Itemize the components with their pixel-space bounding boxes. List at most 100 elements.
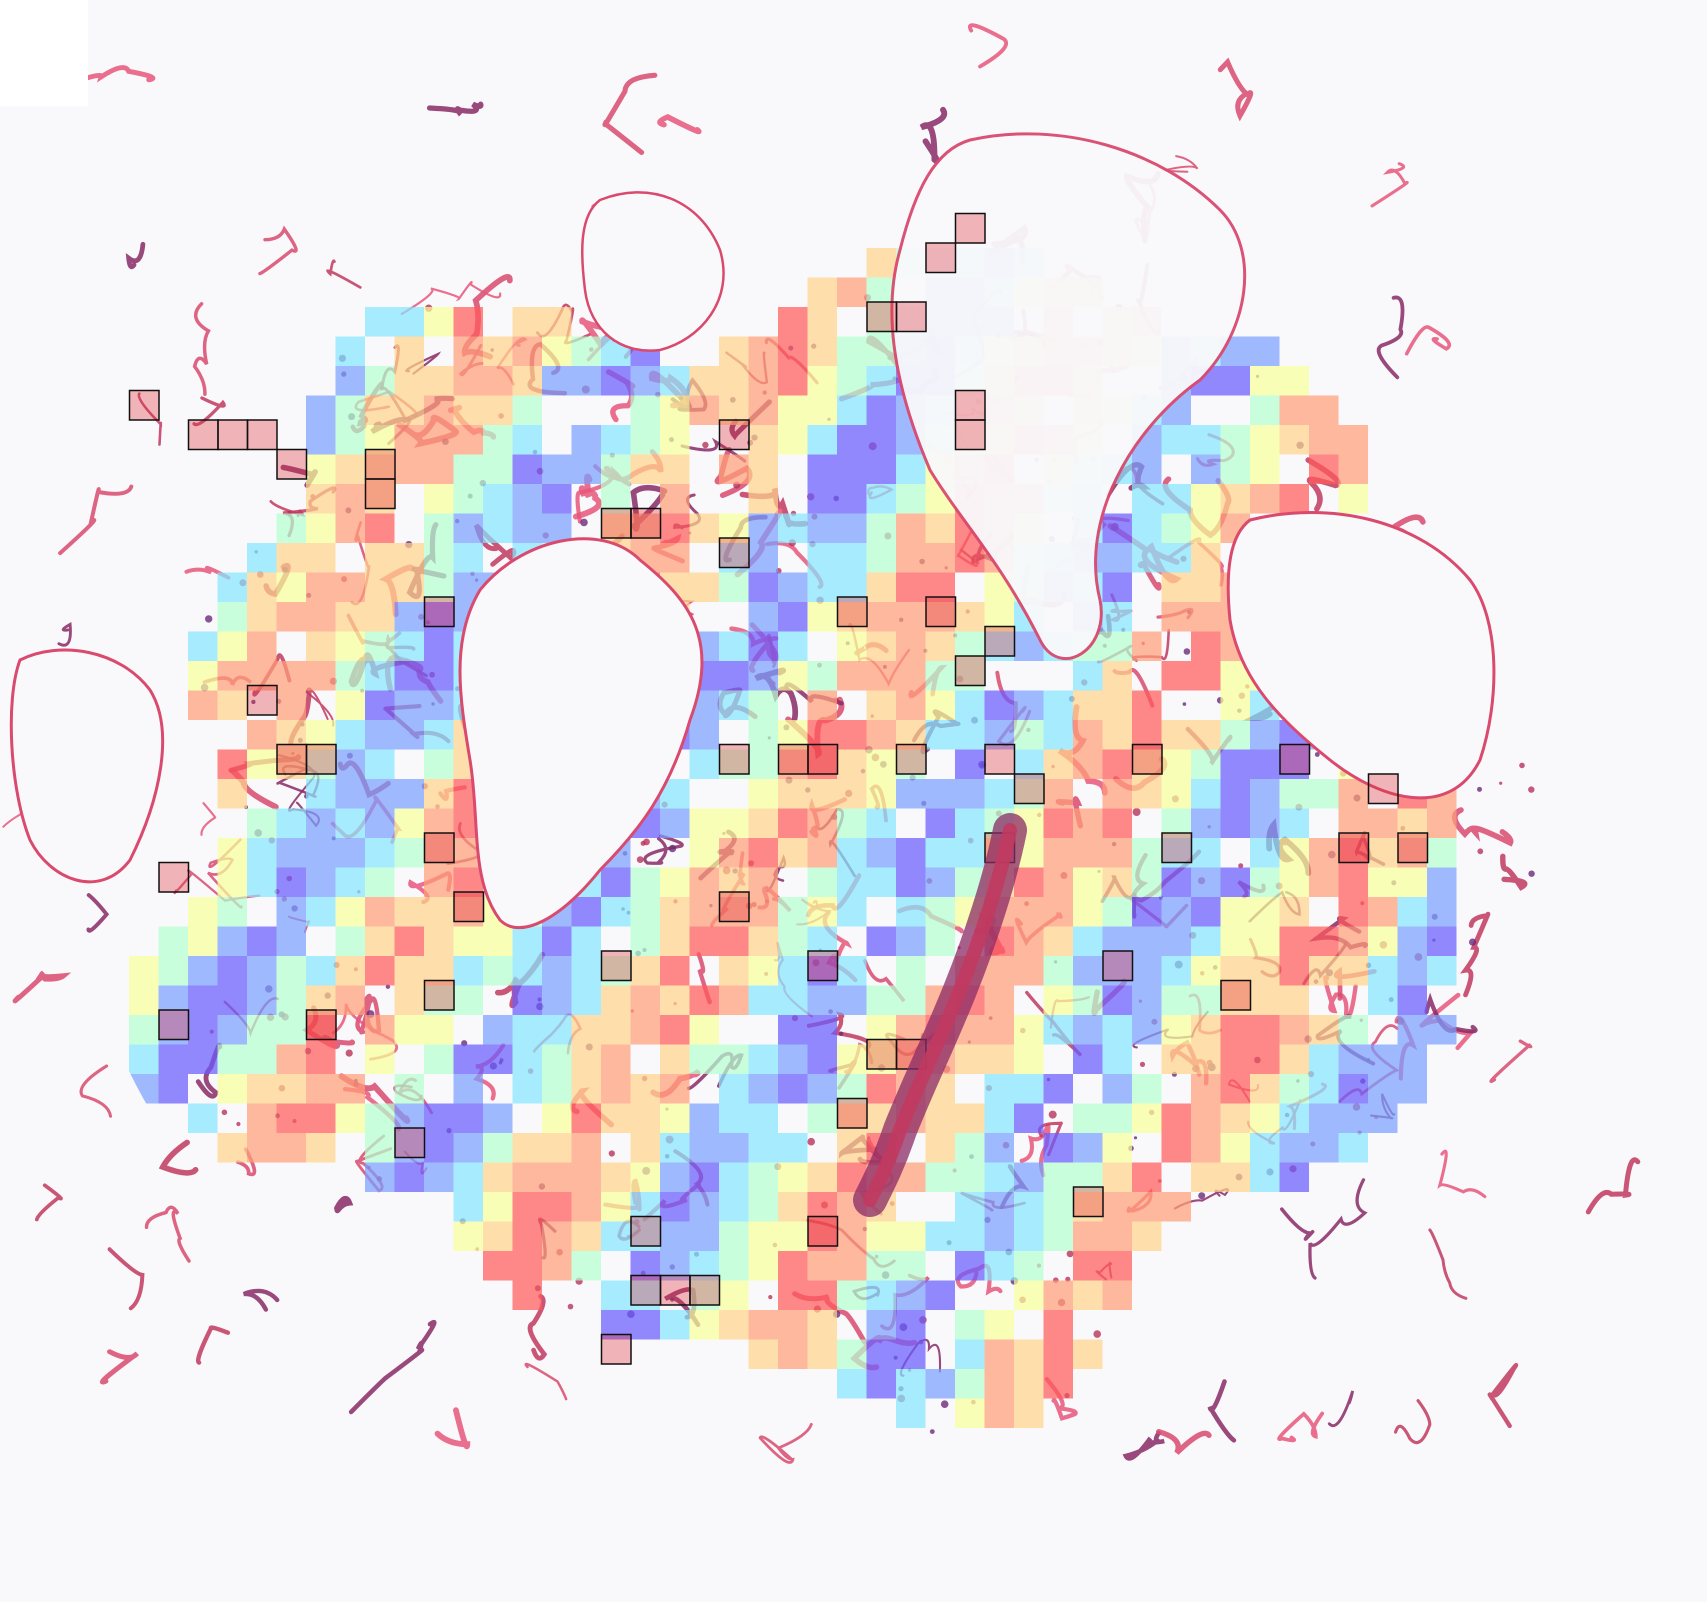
heatmap-patch — [335, 720, 365, 750]
cell-nucleus — [221, 1109, 228, 1116]
heatmap-patch — [1043, 1221, 1073, 1251]
cell-nucleus — [608, 1150, 615, 1157]
heatmap-patch — [1191, 956, 1221, 986]
heatmap-patch — [689, 867, 719, 897]
heatmap-patch — [1250, 425, 1280, 455]
heatmap-patch — [748, 1221, 778, 1251]
highlighted-patch — [217, 419, 249, 451]
heatmap-patch — [807, 1044, 837, 1074]
tissue-strand — [107, 1247, 145, 1311]
heatmap-patch — [1043, 1339, 1073, 1369]
heatmap-patch — [807, 897, 837, 927]
heatmap-patch — [955, 808, 985, 838]
tissue-strand — [400, 280, 502, 316]
cell-nucleus — [1132, 808, 1141, 816]
heatmap-patch — [955, 720, 985, 750]
heatmap-patch — [1073, 661, 1103, 691]
heatmap-patch — [1161, 661, 1191, 691]
heatmap-patch — [129, 1015, 159, 1045]
heatmap-patch — [719, 956, 749, 986]
heatmap-patch — [689, 1162, 719, 1192]
highlighted-patch — [600, 950, 632, 982]
heatmap-patch — [1309, 867, 1339, 897]
heatmap-patch — [689, 926, 719, 956]
heatmap-patch — [365, 1044, 395, 1074]
heatmap-patch — [896, 543, 926, 573]
heatmap-patch — [1427, 867, 1457, 897]
heatmap-patch — [247, 926, 277, 956]
heatmap-patch — [335, 631, 365, 661]
heatmap-patch — [1250, 838, 1280, 868]
tissue-strand — [1437, 1149, 1487, 1199]
heatmap-patch — [925, 1221, 955, 1251]
heatmap-patch — [1102, 1015, 1132, 1045]
heatmap-patch — [837, 395, 867, 425]
heatmap-patch — [424, 779, 454, 809]
highlighted-patch — [1367, 773, 1399, 805]
heatmap-patch — [394, 926, 424, 956]
heatmap-patch — [1309, 1044, 1339, 1074]
heatmap-patch — [866, 690, 896, 720]
heatmap-patch — [1279, 808, 1309, 838]
heatmap-patch — [807, 513, 837, 543]
heatmap-patch — [1132, 454, 1162, 484]
heatmap-patch — [1338, 454, 1368, 484]
heatmap-patch — [778, 631, 808, 661]
tissue-strand — [200, 802, 217, 836]
heatmap-patch — [660, 1221, 690, 1251]
heatmap-patch — [778, 808, 808, 838]
heatmap-patch — [896, 484, 926, 514]
heatmap-patch — [689, 1192, 719, 1222]
heatmap-patch — [896, 956, 926, 986]
heatmap-patch — [1191, 425, 1221, 455]
heatmap-patch — [1397, 956, 1427, 986]
heatmap-patch — [896, 926, 926, 956]
highlighted-patch — [954, 212, 986, 244]
heatmap-patch — [778, 661, 808, 691]
heatmap-patch — [365, 1103, 395, 1133]
heatmap-patch — [335, 926, 365, 956]
heatmap-patch — [630, 454, 660, 484]
heatmap-patch — [748, 513, 778, 543]
heatmap-patch — [1132, 985, 1162, 1015]
heatmap-patch — [1014, 1251, 1044, 1281]
heatmap-patch — [424, 366, 454, 396]
heatmap-patch — [1043, 1280, 1073, 1310]
heatmap-patch — [1309, 926, 1339, 956]
heatmap-patch — [955, 602, 985, 632]
heatmap-patch — [866, 749, 896, 779]
heatmap-patch — [601, 1103, 631, 1133]
highlighted-patch — [984, 625, 1016, 657]
tissue-strand — [1044, 1377, 1078, 1421]
heatmap-patch — [1014, 1162, 1044, 1192]
heatmap-patch — [1250, 808, 1280, 838]
heatmap-patch — [188, 985, 218, 1015]
heatmap-patch — [955, 838, 985, 868]
highlighted-patch — [453, 891, 485, 923]
heatmap-patch — [1073, 1221, 1103, 1251]
heatmap-patch — [1102, 513, 1132, 543]
heatmap-patch — [188, 690, 218, 720]
heatmap-patch — [1043, 808, 1073, 838]
cell-nucleus — [567, 1303, 574, 1310]
heatmap-patch — [365, 602, 395, 632]
tissue-strand — [158, 1139, 199, 1176]
heatmap-patch — [630, 425, 660, 455]
heatmap-patch — [955, 1192, 985, 1222]
heatmap-patch — [689, 1310, 719, 1340]
heatmap-patch — [335, 867, 365, 897]
heatmap-patch — [1220, 926, 1250, 956]
heatmap-patch — [453, 1103, 483, 1133]
cell-nucleus — [1066, 1250, 1074, 1258]
heatmap-patch — [837, 1339, 867, 1369]
highlighted-patch — [276, 743, 308, 775]
heatmap-patch — [394, 1162, 424, 1192]
heatmap-patch — [1338, 1044, 1368, 1074]
heatmap-patch — [424, 425, 454, 455]
heatmap-patch — [1132, 838, 1162, 868]
heatmap-patch — [1279, 838, 1309, 868]
tissue-strand — [57, 622, 72, 647]
heatmap-patch — [601, 454, 631, 484]
